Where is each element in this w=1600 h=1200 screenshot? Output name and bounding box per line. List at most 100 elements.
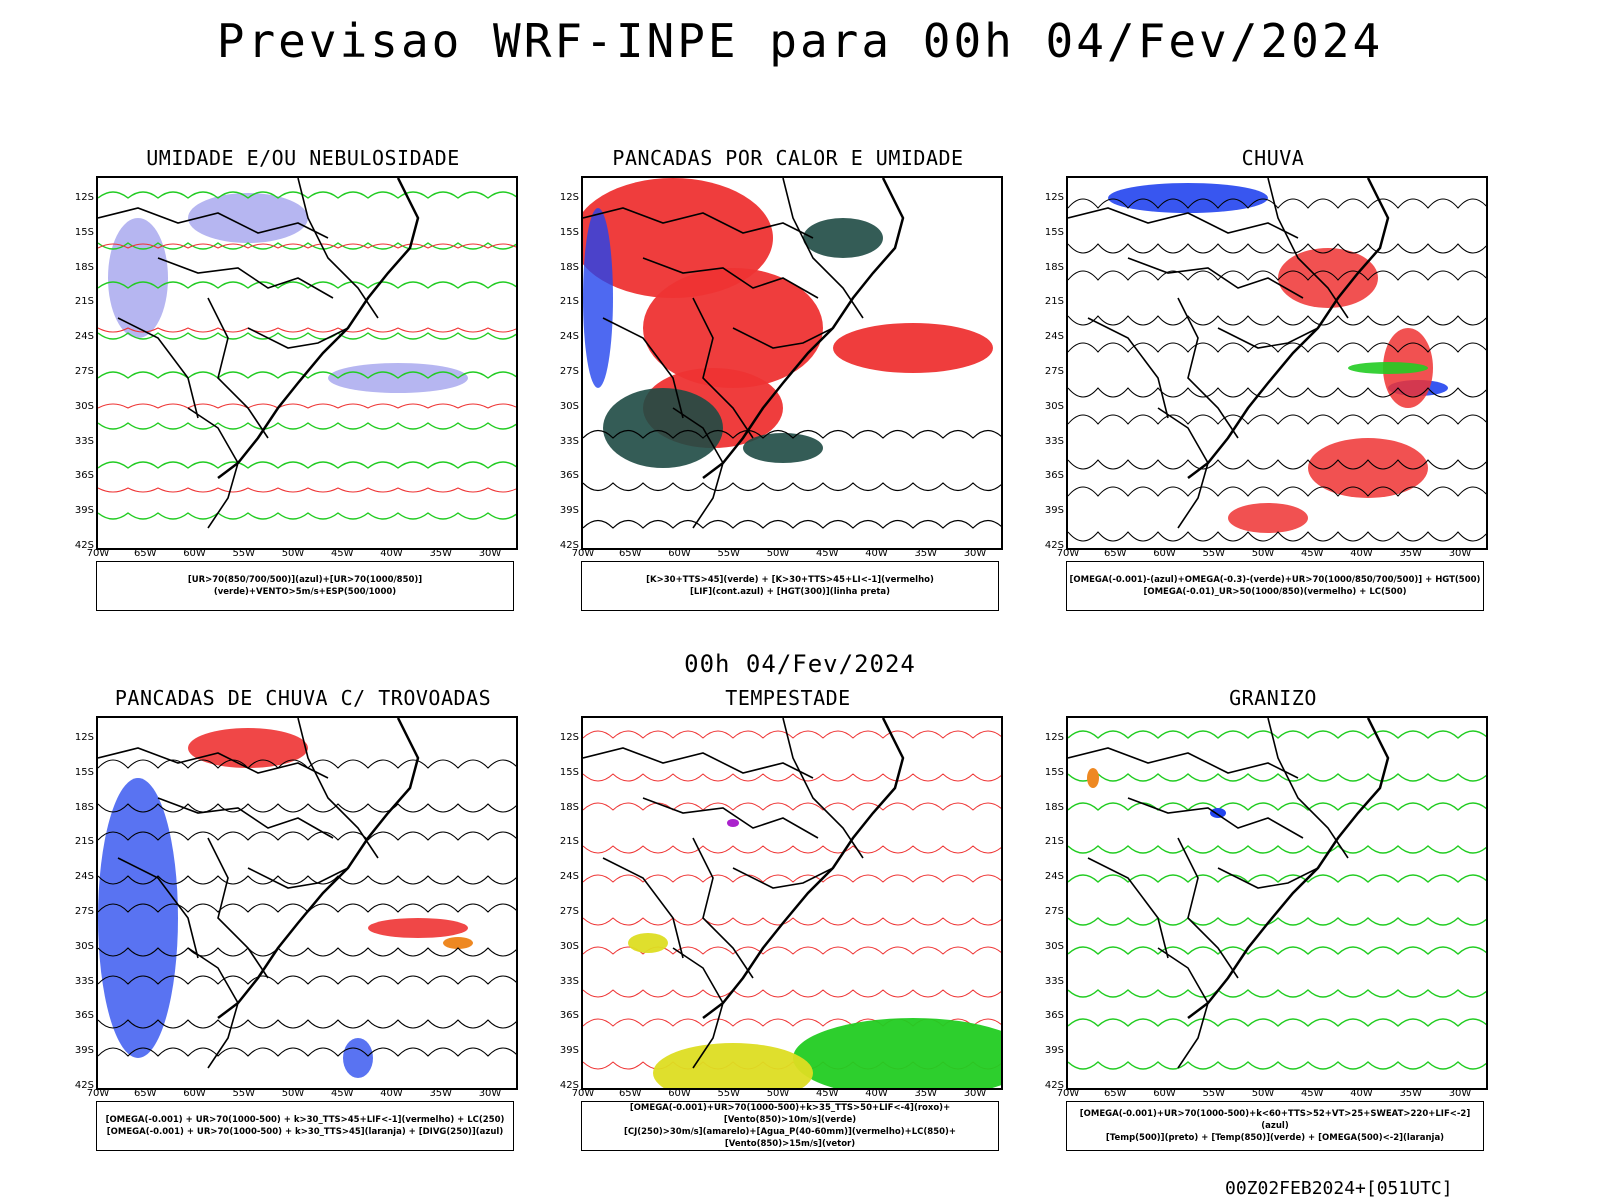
lat-tick-label: 21S <box>559 296 579 308</box>
lon-tick-label: 35W <box>429 1088 453 1099</box>
lat-tick-label: 12S <box>74 192 94 203</box>
lon-tick-label: 60W <box>183 1088 206 1099</box>
lon-tick-label: 45W <box>330 1088 354 1099</box>
lon-tick-label: 60W <box>1153 548 1176 559</box>
lon-tick-label: 45W <box>1300 1088 1324 1099</box>
lon-tick-label: 55W <box>717 1088 741 1099</box>
border-line <box>297 718 379 859</box>
border-line <box>732 327 834 349</box>
lat-tick-label: 15S <box>559 226 579 238</box>
border-line <box>157 257 334 299</box>
lat-tick-label: 39S <box>559 505 579 517</box>
lat-tick-label: 36S <box>74 1010 94 1022</box>
lat-tick-label: 30S <box>1044 400 1064 412</box>
lon-tick-label: 30W <box>963 1088 987 1099</box>
map-layers <box>583 718 1001 1088</box>
border-line <box>1217 867 1319 889</box>
lat-tick-label: 15S <box>74 766 94 778</box>
panel-title: TEMPESTADE <box>725 686 851 710</box>
map-layers <box>98 178 516 529</box>
border-line <box>602 317 684 419</box>
lat-tick-label: 15S <box>74 226 94 238</box>
border-line <box>1267 718 1349 859</box>
lat-tick-label: 30S <box>559 940 579 952</box>
lon-tick-label: 50W <box>281 1088 305 1099</box>
map-area[interactable] <box>581 716 1003 1090</box>
border-line <box>672 947 724 1069</box>
lat-tick-label: 18S <box>1044 261 1064 273</box>
lat-tick-label: 39S <box>1044 1045 1064 1057</box>
lon-tick-label: 45W <box>1300 548 1324 559</box>
lon-tick-label: 70W <box>86 1088 110 1099</box>
lat-tick-label: 12S <box>1044 192 1064 203</box>
border-line <box>692 837 754 979</box>
lon-tick-label: 30W <box>963 548 987 559</box>
lon-tick-label: 40W <box>380 548 403 559</box>
lat-tick-label: 24S <box>74 331 94 343</box>
border-line <box>1157 407 1209 529</box>
border-line <box>732 867 834 889</box>
lat-tick-label: 33S <box>1044 435 1064 447</box>
panel-title: PANCADAS DE CHUVA C/ TROVOADAS <box>114 686 492 710</box>
lon-tick-label: 40W <box>380 1088 403 1099</box>
border-line <box>692 297 754 439</box>
lon-tick-label: 35W <box>914 548 938 559</box>
lat-tick-label: 18S <box>74 261 94 273</box>
map-area[interactable] <box>581 176 1003 550</box>
lat-tick-label: 27S <box>74 906 94 917</box>
lon-tick-label: 65W <box>1103 1088 1127 1099</box>
lat-tick-label: 33S <box>559 435 579 447</box>
border-line <box>1087 317 1169 419</box>
lon-tick-label: 50W <box>281 548 305 559</box>
lon-tick-label: 65W <box>1103 548 1127 559</box>
map-area[interactable] <box>96 716 518 1090</box>
border-line <box>297 178 379 319</box>
lat-tick-label: 24S <box>559 871 579 883</box>
lon-tick-label: 55W <box>232 548 256 559</box>
border-line <box>1068 747 1299 779</box>
lon-tick-label: 65W <box>618 548 642 559</box>
lat-tick-label: 18S <box>559 801 579 813</box>
lat-tick-label: 36S <box>559 1010 579 1022</box>
lon-tick-label: 40W <box>865 1088 888 1099</box>
lat-tick-label: 12S <box>559 192 579 203</box>
lat-tick-label: 27S <box>1044 366 1064 377</box>
lat-tick-label: 33S <box>559 975 579 987</box>
lat-tick-label: 42S <box>1044 1080 1064 1091</box>
panel-trovoadas: PANCADAS DE CHUVA C/ TROVOADAS [OMEGA(-0… <box>68 686 538 1166</box>
lon-tick-label: 65W <box>133 548 157 559</box>
lat-tick-label: 21S <box>1044 836 1064 848</box>
lat-tick-label: 12S <box>74 732 94 743</box>
lat-tick-label: 18S <box>74 801 94 813</box>
lat-tick-label: 36S <box>74 470 94 482</box>
lon-tick-label: 70W <box>571 548 595 559</box>
lon-tick-label: 30W <box>1448 548 1472 559</box>
lat-tick-label: 30S <box>1044 940 1064 952</box>
border-line <box>1267 178 1349 319</box>
lon-tick-label: 35W <box>429 548 453 559</box>
lon-tick-label: 35W <box>1399 548 1423 559</box>
panel-legend: [OMEGA(-0.001)+UR>70(1000-500)+k<60+TTS>… <box>1066 1101 1484 1151</box>
lat-tick-label: 18S <box>559 261 579 273</box>
lon-tick-label: 55W <box>232 1088 256 1099</box>
panel-tempestade: TEMPESTADE [OMEGA(-0.001)+UR>70(1000-500… <box>553 686 1023 1166</box>
lon-tick-label: 40W <box>1350 548 1373 559</box>
map-layers <box>1068 178 1486 542</box>
border-line <box>602 857 684 959</box>
lat-tick-label: 24S <box>559 331 579 343</box>
lat-tick-label: 33S <box>74 975 94 987</box>
border-line <box>117 317 199 419</box>
map-area[interactable] <box>1066 716 1488 1090</box>
lat-tick-label: 21S <box>74 296 94 308</box>
map-area[interactable] <box>1066 176 1488 550</box>
lat-tick-label: 30S <box>74 940 94 952</box>
lon-tick-label: 45W <box>330 548 354 559</box>
map-area[interactable] <box>96 176 518 550</box>
lon-tick-label: 70W <box>1056 1088 1080 1099</box>
lat-tick-label: 42S <box>1044 540 1064 551</box>
border-line <box>117 857 199 959</box>
panel-legend: [OMEGA(-0.001) + UR>70(1000-500) + k>30_… <box>96 1101 514 1151</box>
panel-pancadas-calor: PANCADAS POR CALOR E UMIDADE [K>30+TTS>4… <box>553 146 1023 626</box>
lon-tick-label: 55W <box>717 548 741 559</box>
lat-tick-label: 39S <box>559 1045 579 1057</box>
